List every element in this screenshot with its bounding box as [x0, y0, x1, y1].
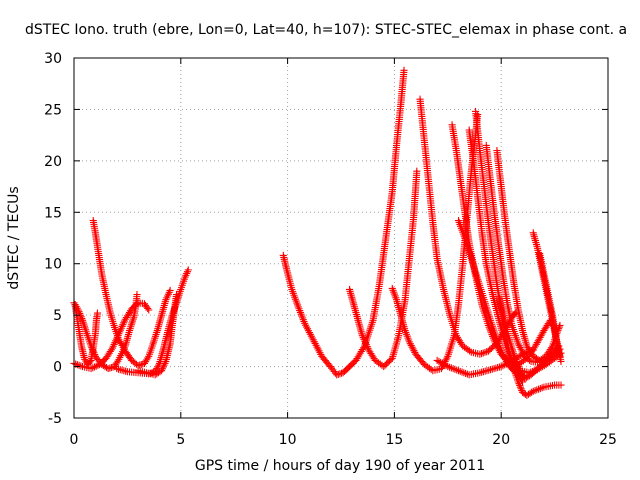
series-3 [89, 216, 174, 370]
y-tick-label-5: 20 [44, 154, 62, 170]
series-21 [508, 349, 565, 377]
chart-title: dSTEC Iono. truth (ebre, Lon=0, Lat=40, … [25, 22, 627, 38]
series-6 [134, 291, 181, 379]
marks-layer [70, 66, 565, 399]
series-1-point-80 [133, 291, 141, 299]
frame-layer [73, 57, 609, 419]
series-7-point-219 [400, 66, 408, 74]
series-8-point-46 [383, 360, 391, 368]
y-tick-label-2: 5 [53, 308, 62, 324]
series-4-point-52 [133, 300, 141, 308]
tick-layer: 0 5 10 15 20 25 -5 0 5 10 15 20 25 30 [44, 51, 617, 448]
y-tick-label-7: 30 [44, 51, 62, 67]
x-tick-label-5: 25 [599, 432, 617, 448]
x-tick-label-3: 15 [385, 432, 403, 448]
series-10-point-135 [487, 344, 495, 352]
y-tick-label-1: 0 [53, 360, 62, 376]
series-2-point-58 [93, 309, 102, 317]
series-21-point-29 [557, 349, 565, 357]
series-3-point-117 [166, 286, 174, 295]
series-8-point-44 [380, 363, 388, 371]
series-20-point-54 [557, 357, 565, 365]
series-8-point-48 [385, 357, 393, 365]
series-6-point-52 [172, 291, 181, 299]
series-8-point-45 [381, 361, 389, 369]
y-axis-label: dSTEC / TECUs [6, 186, 22, 289]
x-tick-label-1: 5 [176, 432, 185, 448]
y-tick-label-3: 10 [44, 257, 62, 273]
y-tick-label-4: 15 [44, 205, 62, 221]
series-2-point-33 [86, 358, 94, 366]
series-10-point-157 [511, 309, 519, 317]
series-7 [279, 66, 408, 379]
x-tick-label-0: 0 [70, 432, 79, 448]
series-8-point-138 [413, 167, 421, 175]
y-tick-label-6: 25 [44, 102, 62, 118]
series-10-point-133 [484, 347, 492, 355]
grid-layer [74, 58, 608, 418]
series-5-point-74 [184, 266, 192, 274]
x-tick-label-2: 10 [279, 432, 297, 448]
series-16 [493, 147, 564, 364]
y-tick-label-0: -5 [48, 411, 62, 427]
x-axis-label: GPS time / hours of day 190 of year 2011 [195, 458, 485, 474]
plot-frame [73, 57, 609, 419]
series-16-point-126 [556, 321, 564, 329]
x-tick-label-4: 20 [492, 432, 510, 448]
series-10-point-134 [486, 346, 494, 354]
series-4-point-60 [145, 306, 153, 314]
series-15-point-157 [557, 381, 565, 389]
series-8 [345, 167, 421, 371]
series-20 [536, 249, 565, 365]
series-8-point-47 [384, 358, 392, 367]
